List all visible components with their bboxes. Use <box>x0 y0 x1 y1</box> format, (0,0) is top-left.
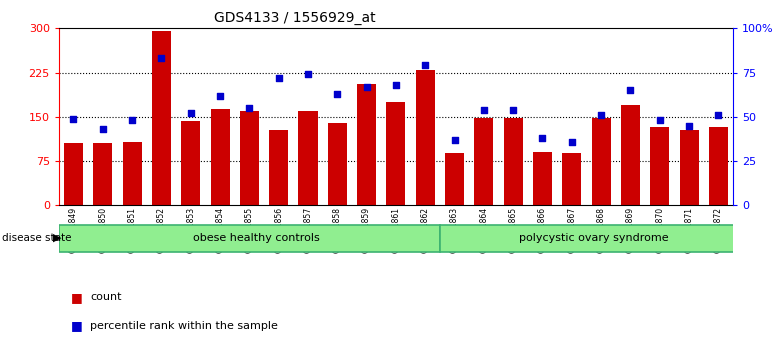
Text: disease state: disease state <box>2 233 71 243</box>
Point <box>565 139 578 144</box>
Bar <box>299 111 318 205</box>
Text: GDS4133 / 1556929_at: GDS4133 / 1556929_at <box>214 11 376 25</box>
Bar <box>562 153 582 205</box>
Bar <box>680 130 699 205</box>
FancyBboxPatch shape <box>59 224 440 252</box>
Point <box>712 112 724 118</box>
Text: ▶: ▶ <box>53 233 62 243</box>
Bar <box>93 143 112 205</box>
Bar <box>210 109 230 205</box>
Bar <box>181 121 200 205</box>
Text: obese healthy controls: obese healthy controls <box>194 233 320 243</box>
Bar <box>592 118 611 205</box>
Bar <box>621 105 640 205</box>
Bar <box>152 31 171 205</box>
Bar <box>387 102 405 205</box>
Text: ■: ■ <box>71 291 82 304</box>
Point <box>507 107 520 113</box>
Point <box>624 87 637 93</box>
Text: ■: ■ <box>71 319 82 332</box>
Bar <box>503 118 523 205</box>
Bar <box>240 111 259 205</box>
Point <box>654 118 666 123</box>
Bar <box>709 127 728 205</box>
Point <box>477 107 490 113</box>
Text: percentile rank within the sample: percentile rank within the sample <box>90 321 278 331</box>
Bar <box>416 70 435 205</box>
Point <box>448 137 461 143</box>
Point <box>361 84 373 90</box>
Text: polycystic ovary syndrome: polycystic ovary syndrome <box>519 233 669 243</box>
Point <box>302 72 314 77</box>
Point <box>184 110 197 116</box>
Point <box>331 91 343 97</box>
Point <box>243 105 256 111</box>
Point <box>419 63 431 68</box>
Text: count: count <box>90 292 122 302</box>
Point <box>155 56 168 61</box>
Point <box>683 123 695 129</box>
Point <box>214 93 227 98</box>
Bar <box>474 118 493 205</box>
Point <box>96 126 109 132</box>
Point <box>125 118 138 123</box>
Bar <box>122 142 142 205</box>
Point <box>272 75 285 81</box>
Point <box>595 112 608 118</box>
Bar <box>328 123 347 205</box>
Bar <box>64 143 83 205</box>
Point <box>536 135 549 141</box>
FancyBboxPatch shape <box>440 224 748 252</box>
Bar <box>357 84 376 205</box>
Bar <box>445 153 464 205</box>
Bar <box>269 130 289 205</box>
Bar <box>533 152 552 205</box>
Bar <box>650 127 670 205</box>
Point <box>390 82 402 88</box>
Point <box>67 116 80 121</box>
